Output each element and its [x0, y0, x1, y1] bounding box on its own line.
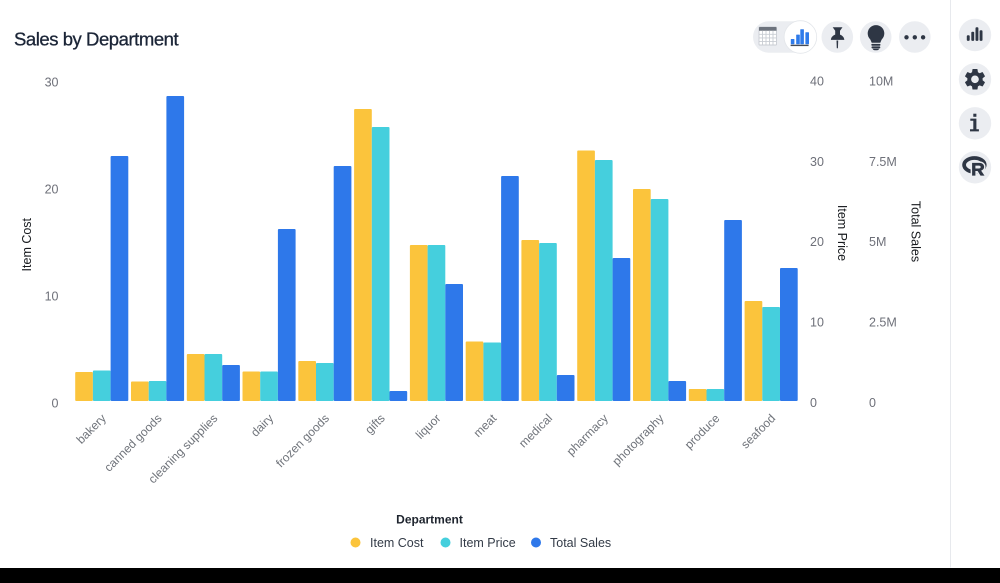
- svg-text:Total Sales: Total Sales: [550, 536, 611, 550]
- svg-text:pharmacy: pharmacy: [564, 411, 611, 458]
- svg-text:Total Sales: Total Sales: [909, 201, 923, 262]
- svg-text:10: 10: [45, 290, 59, 304]
- svg-text:medical: medical: [516, 411, 555, 450]
- svg-text:0: 0: [869, 396, 876, 410]
- svg-text:gifts: gifts: [362, 411, 387, 436]
- svg-text:Item Price: Item Price: [835, 205, 849, 261]
- svg-text:5M: 5M: [869, 235, 886, 249]
- svg-text:Department: Department: [396, 513, 463, 527]
- svg-text:40: 40: [810, 74, 824, 88]
- svg-text:Item Cost: Item Cost: [20, 217, 34, 271]
- svg-text:meat: meat: [471, 411, 500, 440]
- svg-text:produce: produce: [682, 411, 723, 452]
- svg-text:0: 0: [52, 397, 59, 411]
- svg-text:canned goods: canned goods: [101, 411, 164, 474]
- svg-text:10M: 10M: [869, 74, 893, 88]
- svg-text:30: 30: [810, 155, 824, 169]
- svg-text:Item Cost: Item Cost: [370, 536, 424, 550]
- svg-text:20: 20: [810, 235, 824, 249]
- svg-text:7.5M: 7.5M: [869, 155, 897, 169]
- svg-text:photography: photography: [610, 411, 667, 468]
- svg-text:10: 10: [810, 316, 824, 330]
- svg-text:dairy: dairy: [248, 411, 276, 439]
- svg-text:2.5M: 2.5M: [869, 316, 897, 330]
- svg-text:frozen goods: frozen goods: [273, 411, 332, 470]
- svg-text:seafood: seafood: [738, 411, 778, 451]
- svg-text:Sales by Department: Sales by Department: [14, 28, 179, 49]
- svg-text:bakery: bakery: [74, 411, 109, 446]
- svg-text:30: 30: [45, 76, 59, 90]
- svg-text:Item Price: Item Price: [460, 536, 516, 550]
- svg-text:20: 20: [45, 183, 59, 197]
- svg-text:liquor: liquor: [413, 411, 444, 442]
- svg-text:0: 0: [810, 396, 817, 410]
